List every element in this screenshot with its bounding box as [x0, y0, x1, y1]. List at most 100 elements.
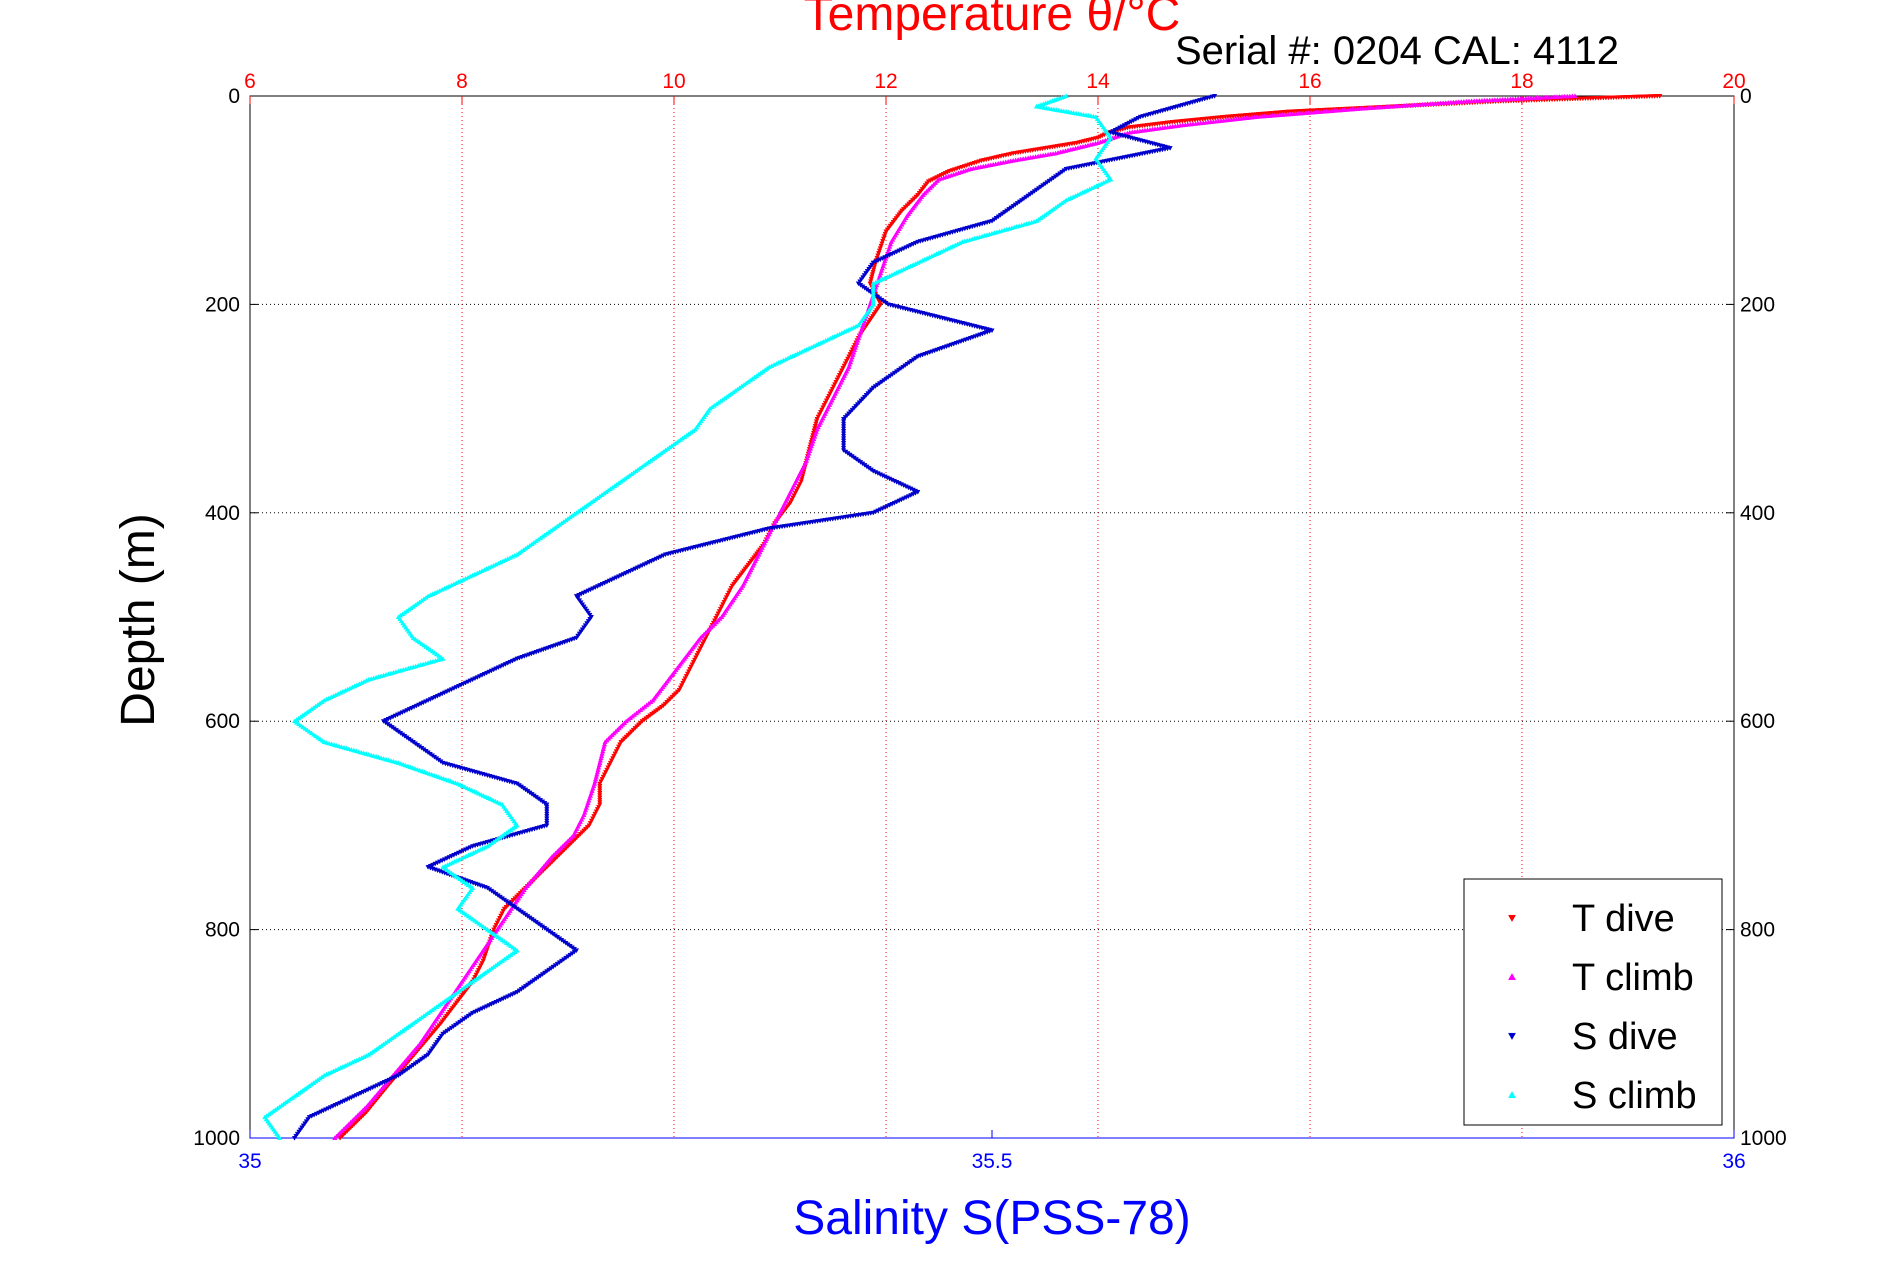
t-dive-point — [597, 795, 603, 801]
t-dive-point — [714, 613, 720, 619]
t-dive-point — [812, 423, 818, 429]
t-dive-point — [796, 484, 802, 489]
t-dive-point — [728, 586, 734, 591]
legend-items: T dive T climb S dive S climb — [1508, 898, 1697, 1117]
s-dive-point — [840, 431, 847, 437]
t-dive-point — [688, 664, 694, 670]
t-dive-point — [497, 916, 503, 921]
t-dive-point — [876, 251, 882, 256]
t-dive-point — [879, 241, 885, 247]
t-dive-point — [722, 597, 728, 603]
s-dive-point — [544, 802, 550, 808]
t-dive-point — [597, 784, 603, 789]
s-dive-point — [840, 441, 847, 446]
salinity-tick-label: 36 — [1722, 1150, 1745, 1173]
t-dive-point — [727, 588, 733, 594]
t-dive-point — [792, 491, 798, 496]
t-dive-point — [591, 814, 597, 819]
t-dive-point — [843, 359, 850, 364]
top-axis-title: Temperature θ/°C — [804, 0, 1181, 41]
temperature-tick-label: 6 — [244, 70, 256, 93]
t-dive-point — [712, 618, 718, 624]
legend-label-t-climb: T climb — [1572, 957, 1694, 999]
t-dive-point — [495, 918, 502, 924]
t-dive-point — [827, 391, 833, 397]
t-dive-point — [696, 648, 702, 654]
t-dive-point — [500, 909, 506, 914]
s-dive-point — [544, 821, 550, 826]
depth-tick-label-right: 1000 — [1740, 1127, 1787, 1150]
t-dive-point — [877, 246, 883, 252]
t-dive-point — [717, 606, 724, 612]
t-dive-point — [597, 790, 603, 796]
t-dive-point — [821, 403, 827, 408]
t-dive-point — [724, 592, 731, 598]
t-dive-point — [839, 368, 845, 374]
t-dive-point — [686, 669, 692, 675]
s-dive-point — [840, 421, 847, 427]
t-dive-point — [587, 821, 594, 826]
t-dive-point — [607, 760, 614, 766]
t-dive-point — [838, 370, 844, 376]
t-dive-point — [793, 488, 800, 494]
t-dive-point — [868, 279, 874, 284]
t-dive-point — [597, 788, 603, 794]
s-dive-point — [544, 809, 550, 815]
t-dive-point — [689, 662, 695, 668]
s-dive-point — [544, 804, 550, 810]
t-dive-point — [813, 419, 820, 425]
t-dive-point — [835, 375, 841, 381]
t-dive-point — [882, 231, 888, 237]
s-dive-point — [544, 818, 550, 824]
t-dive-point — [818, 410, 824, 415]
t-dive-point — [608, 758, 615, 764]
t-dive-point — [846, 354, 852, 360]
t-dive-point — [604, 767, 610, 773]
temperature-tick-label: 18 — [1510, 70, 1533, 93]
t-dive-point — [592, 811, 598, 817]
s-dive-point — [291, 1135, 298, 1141]
t-dive-point — [702, 636, 708, 642]
t-dive-point — [833, 379, 839, 385]
t-dive-point — [597, 797, 603, 803]
t-dive-point — [612, 751, 618, 757]
t-dive-point — [832, 382, 838, 388]
s-dive-point — [840, 443, 847, 449]
t-dive-point — [694, 653, 700, 658]
t-dive-point — [595, 804, 602, 810]
s-climb-point — [277, 1135, 283, 1141]
t-dive-point — [825, 396, 831, 401]
s-dive-point — [544, 814, 550, 819]
t-dive-point — [847, 352, 853, 357]
t-dive-point — [499, 911, 505, 917]
t-dive-point — [606, 763, 612, 768]
t-dive-point — [618, 740, 624, 745]
t-dive-point — [876, 248, 883, 254]
temperature-tick-label: 14 — [1086, 70, 1110, 93]
t-dive-point — [614, 746, 621, 752]
t-dive-point — [826, 393, 832, 399]
t-dive-point — [594, 807, 601, 812]
s-dive-point — [840, 426, 847, 432]
s-dive-point — [544, 807, 550, 812]
salinity-tick-label: 35 — [238, 1150, 261, 1173]
s-dive-point — [840, 438, 847, 444]
t-dive-point — [878, 243, 884, 249]
t-climb-series — [332, 93, 1578, 1141]
t-dive-point — [472, 975, 478, 980]
t-dive-point — [482, 954, 488, 959]
t-dive-point — [820, 405, 826, 411]
t-dive-point — [701, 639, 707, 645]
s-climb-series — [262, 93, 1114, 1141]
t-dive-point — [477, 965, 483, 971]
t-dive-point — [479, 961, 485, 966]
t-dive-point — [875, 253, 881, 259]
t-dive-point — [695, 650, 701, 656]
t-dive-point — [680, 680, 686, 686]
t-dive-point — [475, 968, 482, 973]
t-dive-point — [677, 685, 684, 691]
t-dive-point — [590, 816, 596, 822]
t-dive-point — [493, 922, 499, 928]
t-dive-point — [829, 386, 836, 392]
t-dive-point — [841, 363, 847, 369]
